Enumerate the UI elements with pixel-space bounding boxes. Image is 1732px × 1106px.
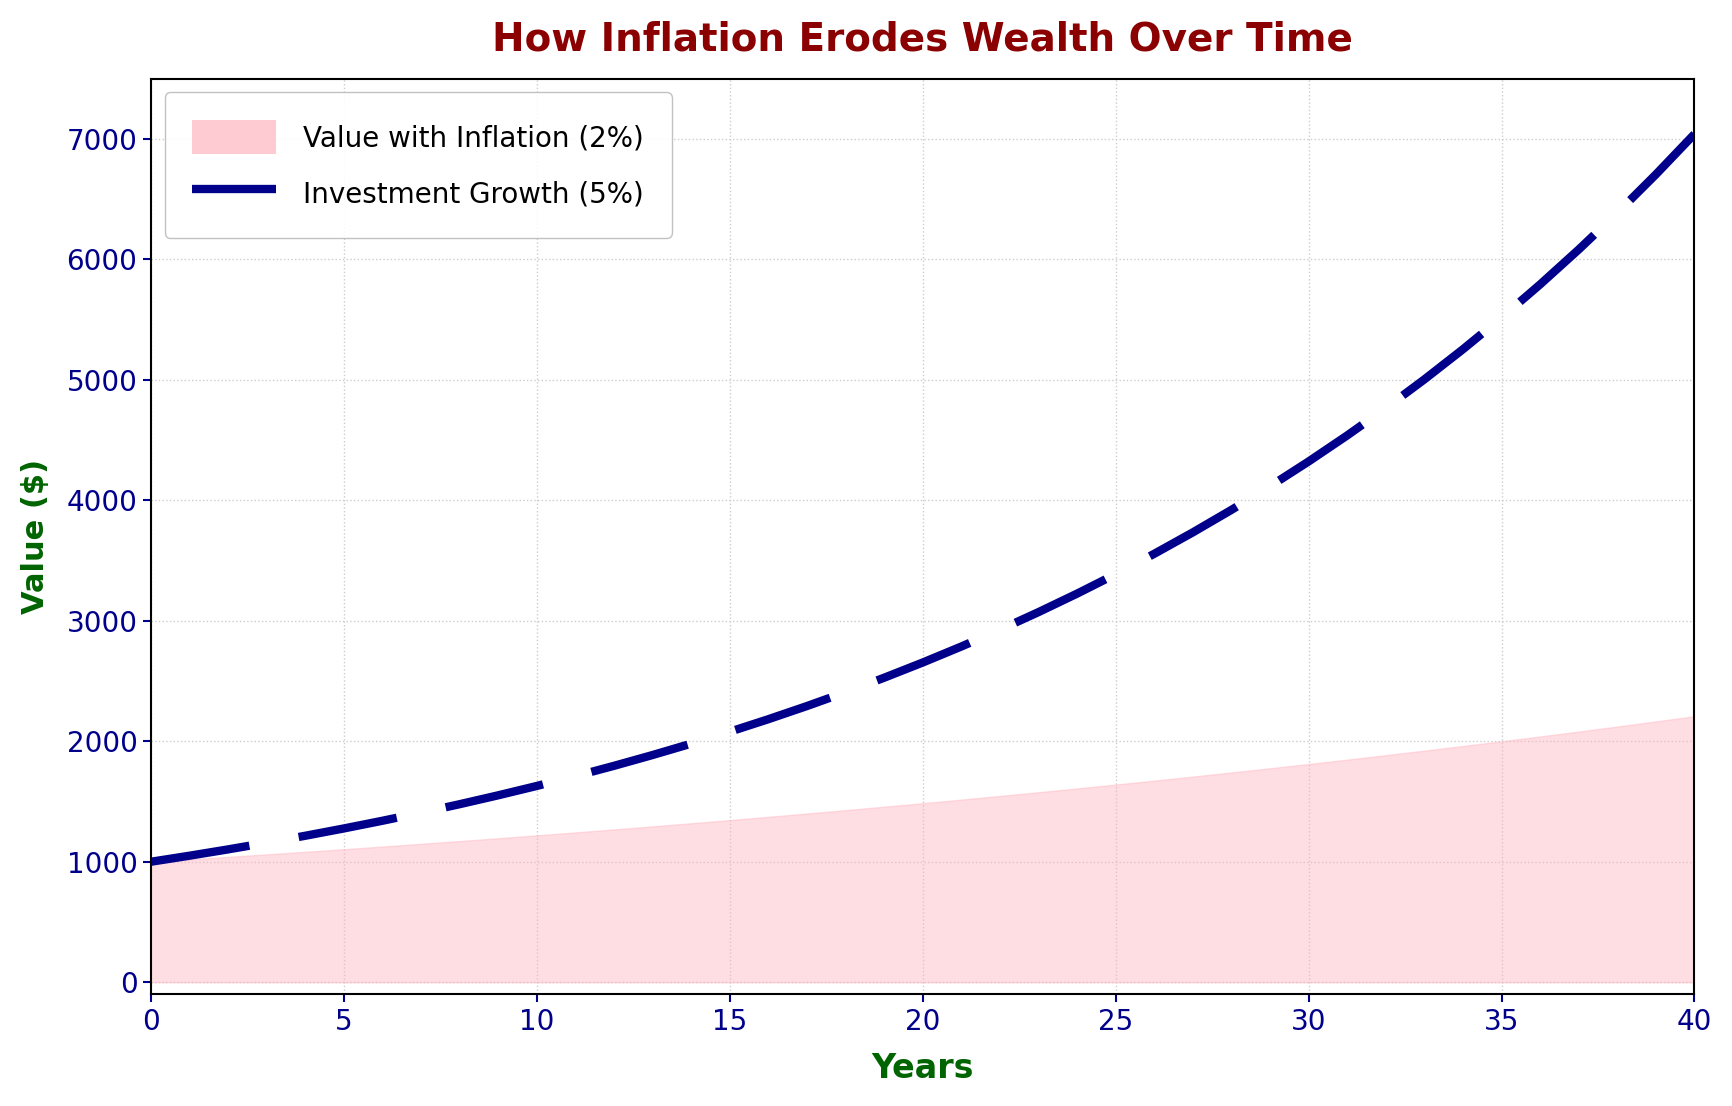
Investment Growth (5%) xyxy=(178,849,199,863)
Investment Growth (5%) xyxy=(681,737,701,750)
Investment Growth (5%) xyxy=(294,830,315,843)
Investment Growth (5%) xyxy=(1297,455,1318,468)
Investment Growth (5%) xyxy=(757,712,778,726)
Investment Growth (5%) xyxy=(372,814,393,827)
X-axis label: Years: Years xyxy=(871,1052,973,1085)
Investment Growth (5%) xyxy=(256,836,277,849)
Line: Investment Growth (5%): Investment Growth (5%) xyxy=(151,134,1694,862)
Investment Growth (5%) xyxy=(873,671,894,685)
Investment Growth (5%) xyxy=(1684,127,1704,140)
Investment Growth (5%) xyxy=(1335,429,1356,442)
Investment Growth (5%) xyxy=(797,699,818,712)
Investment Growth (5%) xyxy=(1567,243,1588,257)
Investment Growth (5%) xyxy=(719,726,740,739)
Investment Growth (5%) xyxy=(1065,587,1086,601)
Investment Growth (5%) xyxy=(951,640,972,654)
Investment Growth (5%) xyxy=(989,623,1010,636)
Investment Growth (5%) xyxy=(1451,343,1472,356)
Investment Growth (5%) xyxy=(641,749,662,762)
Investment Growth (5%) xyxy=(1143,547,1164,561)
Investment Growth (5%) xyxy=(1490,311,1510,324)
Investment Growth (5%) xyxy=(1529,278,1550,291)
Investment Growth (5%) xyxy=(911,656,932,669)
Investment Growth (5%) xyxy=(1105,567,1126,581)
Investment Growth (5%) xyxy=(333,822,353,835)
Investment Growth (5%) xyxy=(216,843,237,856)
Investment Growth (5%) xyxy=(487,789,507,802)
Investment Growth (5%) xyxy=(1645,168,1666,181)
Investment Growth (5%) xyxy=(527,780,547,793)
Investment Growth (5%) xyxy=(1259,480,1280,493)
Investment Growth (5%) xyxy=(410,806,431,820)
Title: How Inflation Erodes Wealth Over Time: How Inflation Erodes Wealth Over Time xyxy=(492,21,1353,59)
Legend: Value with Inflation (2%), Investment Growth (5%): Value with Inflation (2%), Investment Gr… xyxy=(165,93,672,238)
Investment Growth (5%) xyxy=(140,855,161,868)
Investment Growth (5%) xyxy=(1221,503,1242,517)
Investment Growth (5%) xyxy=(603,759,624,772)
Y-axis label: Value ($): Value ($) xyxy=(21,459,50,614)
Investment Growth (5%) xyxy=(1181,525,1202,539)
Investment Growth (5%) xyxy=(1413,373,1434,386)
Investment Growth (5%) xyxy=(1375,401,1396,415)
Investment Growth (5%) xyxy=(1606,206,1626,219)
Investment Growth (5%) xyxy=(1027,606,1048,619)
Investment Growth (5%) xyxy=(835,686,856,699)
Investment Growth (5%) xyxy=(449,797,469,811)
Investment Growth (5%) xyxy=(565,770,585,783)
